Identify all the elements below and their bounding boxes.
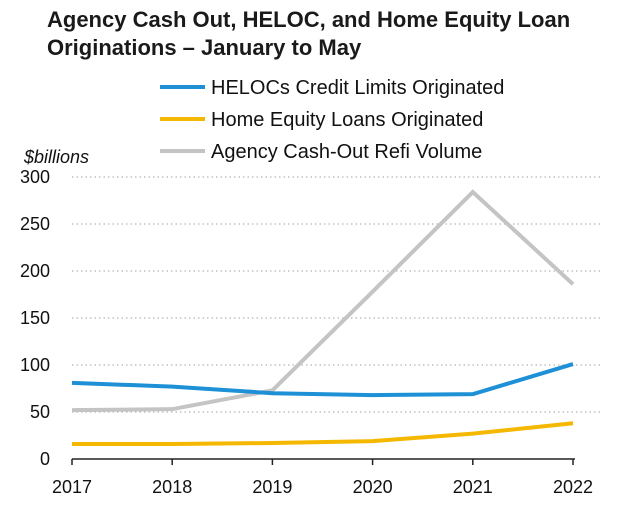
x-tick-label: 2018 (152, 477, 192, 497)
y-tick-label: 100 (20, 355, 50, 375)
x-tick-label: 2017 (52, 477, 92, 497)
series-line-3 (71, 189, 575, 413)
x-tick-label: 2021 (453, 477, 493, 497)
x-tick-label: 2019 (252, 477, 292, 497)
y-tick-label: 50 (30, 402, 50, 422)
x-tick-label: 2020 (353, 477, 393, 497)
y-tick-label: 0 (40, 449, 50, 469)
y-tick-label: 250 (20, 214, 50, 234)
series-line-1 (71, 362, 574, 398)
legend-label: Home Equity Loans Originated (211, 109, 483, 131)
y-axis-unit-label: $billions (23, 147, 89, 167)
y-tick-label: 300 (20, 167, 50, 187)
chart-title: Agency Cash Out, HELOC, and Home Equity … (47, 7, 571, 60)
x-tick-label: 2022 (553, 477, 593, 497)
legend-label: HELOCs Credit Limits Originated (211, 77, 504, 99)
y-tick-label: 200 (20, 261, 50, 281)
series-line-2 (72, 421, 574, 446)
y-tick-label: 150 (20, 308, 50, 328)
legend-label: Agency Cash-Out Refi Volume (211, 141, 482, 163)
